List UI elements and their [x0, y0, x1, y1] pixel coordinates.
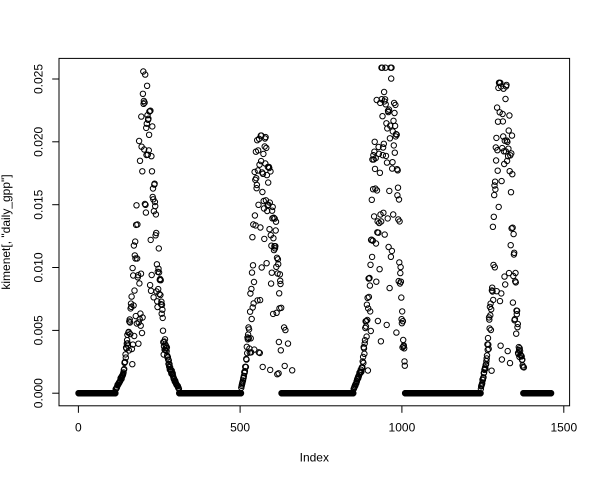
- svg-text:0.025: 0.025: [31, 64, 45, 94]
- svg-text:0.020: 0.020: [31, 126, 45, 156]
- svg-text:1000: 1000: [389, 421, 416, 435]
- svg-text:kimenet[, "daily_gpp"]: kimenet[, "daily_gpp"]: [0, 174, 13, 289]
- svg-text:0.010: 0.010: [31, 252, 45, 282]
- svg-text:0.000: 0.000: [31, 378, 45, 408]
- svg-text:0.005: 0.005: [31, 315, 45, 345]
- svg-text:500: 500: [230, 421, 250, 435]
- svg-text:Index: Index: [300, 450, 329, 464]
- svg-text:0: 0: [75, 421, 82, 435]
- svg-text:1500: 1500: [550, 421, 577, 435]
- svg-text:0.015: 0.015: [31, 189, 45, 219]
